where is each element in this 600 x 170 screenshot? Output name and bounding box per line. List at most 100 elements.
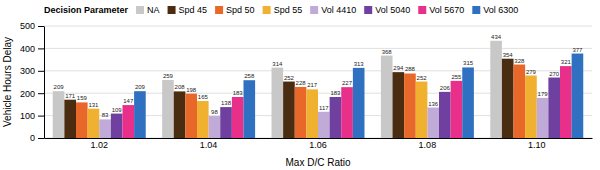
bar: [197, 101, 209, 138]
data-label: 227: [342, 80, 353, 86]
bar: [525, 76, 537, 138]
y-tick: 400: [20, 44, 44, 54]
chart-svg: 01002003004005001.021.041.061.081.102092…: [0, 0, 600, 170]
data-label: 228: [296, 80, 307, 86]
y-tick-label: 500: [20, 21, 35, 31]
data-label: 259: [163, 73, 174, 79]
y-tick-label: 0: [30, 133, 35, 143]
data-label: 434: [491, 34, 502, 40]
legend-item: Spd 50: [215, 5, 255, 15]
bar: [439, 92, 451, 138]
bar: [232, 97, 244, 138]
data-label: 252: [417, 75, 428, 81]
legend-label: Spd 45: [179, 5, 208, 15]
bar: [283, 82, 295, 138]
y-tick-label: 200: [20, 89, 35, 99]
data-label: 165: [198, 94, 209, 100]
legend-item: Vol 4410: [310, 5, 356, 15]
data-label: 109: [112, 107, 123, 113]
legend-item: Vol 5670: [418, 5, 464, 15]
data-label: 270: [549, 71, 560, 77]
data-label: 208: [175, 84, 186, 90]
y-tick: 500: [20, 21, 44, 31]
legend-swatch: [310, 6, 318, 14]
bar: [122, 105, 134, 138]
bar: [306, 89, 318, 138]
x-tick: 1.06: [309, 140, 327, 150]
bar: [572, 54, 584, 138]
bar: [416, 82, 428, 138]
data-label: 138: [221, 100, 232, 106]
x-tick-label: 1.08: [419, 140, 437, 150]
data-label: 117: [319, 105, 329, 111]
bar: [64, 100, 76, 138]
y-axis: 0 100 200 300 400 500: [20, 21, 45, 143]
bar: [537, 98, 549, 138]
legend-item: Vol 5040: [364, 5, 410, 15]
legend-swatch: [215, 6, 223, 14]
y-tick: 300: [20, 66, 44, 76]
x-tick-label: 1.02: [90, 140, 108, 150]
legend-item: NA: [136, 5, 160, 15]
bar: [514, 65, 526, 138]
bar: [53, 91, 65, 138]
bar: [76, 102, 88, 138]
legend-item: Spd 55: [263, 5, 303, 15]
x-tick: 1.02: [90, 140, 108, 150]
bar-series: [76, 65, 525, 138]
y-tick-mark: [38, 48, 44, 49]
bar: [462, 67, 474, 138]
data-label: 258: [244, 73, 255, 79]
bar: [162, 80, 174, 138]
y-tick-label: 300: [20, 66, 35, 76]
y-axis-title: Vehicle Hours Delay: [2, 37, 13, 127]
legend-item: Vol 6300: [472, 5, 518, 15]
x-tick: 1.08: [419, 140, 437, 150]
bar-series: [111, 78, 560, 138]
data-label: 83: [102, 112, 109, 118]
x-tick-label: 1.10: [528, 140, 546, 150]
data-label: 377: [572, 47, 583, 53]
legend-swatch: [472, 6, 480, 14]
bar: [243, 80, 255, 138]
x-axis-line: [45, 138, 593, 139]
bar: [209, 116, 221, 138]
bar: [220, 107, 232, 138]
y-tick: 0: [30, 133, 44, 143]
data-label: 321: [561, 59, 572, 65]
bar: [502, 59, 514, 138]
data-label: 315: [463, 60, 474, 66]
data-label: 209: [135, 84, 146, 90]
x-tick: 1.10: [528, 140, 546, 150]
y-tick-label: 100: [20, 111, 35, 121]
data-label: 98: [211, 109, 218, 115]
bar: [341, 87, 353, 138]
x-tick-label: 1.06: [309, 140, 327, 150]
bar-series: [99, 98, 548, 138]
data-label: 131: [88, 102, 99, 108]
y-tick-mark: [38, 93, 44, 94]
x-axis-title: Max D/C Ratio: [285, 157, 350, 168]
bar: [404, 73, 416, 138]
bar: [88, 109, 100, 138]
legend-swatch: [168, 6, 176, 14]
bar: [272, 68, 284, 138]
data-label: 136: [428, 101, 439, 107]
bar: [318, 112, 330, 138]
bar: [353, 68, 365, 138]
data-label: 255: [451, 74, 462, 80]
grid-line: [44, 26, 592, 27]
y-axis-line: [44, 27, 45, 139]
legend-swatch: [418, 6, 426, 14]
bar-series: [53, 41, 502, 138]
bar: [185, 94, 197, 138]
data-label: 217: [307, 82, 318, 88]
legend-label: Vol 5670: [429, 5, 464, 15]
y-tick-label: 400: [20, 44, 35, 54]
bar: [548, 78, 560, 138]
legend-label: Vol 4410: [321, 5, 356, 15]
bar: [490, 41, 502, 138]
grid: [44, 26, 592, 138]
data-label: 209: [54, 84, 65, 90]
bar-series: [134, 54, 583, 138]
